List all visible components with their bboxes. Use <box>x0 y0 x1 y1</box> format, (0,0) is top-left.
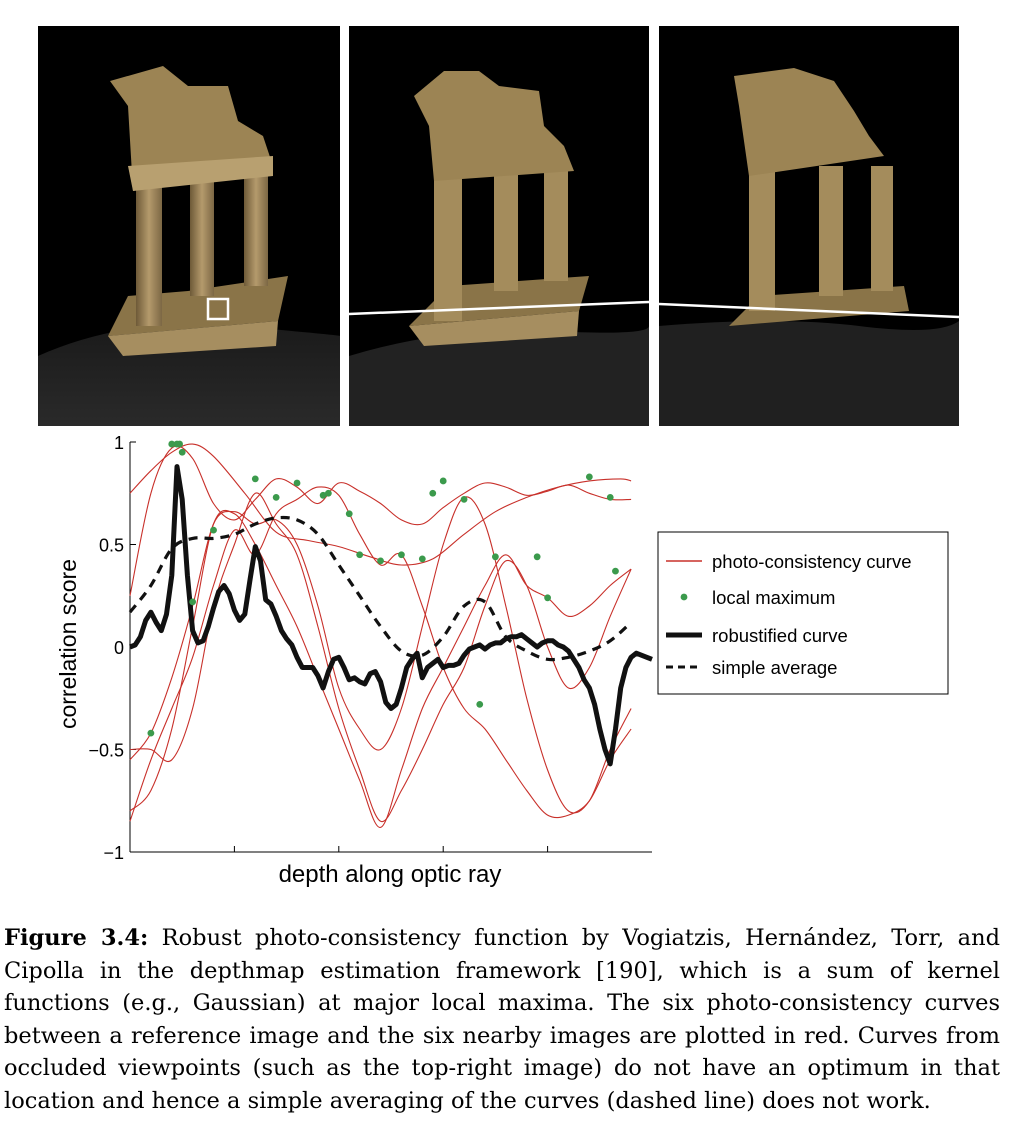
local-maximum-point <box>606 493 614 501</box>
local-maximum-point <box>460 496 468 503</box>
local-maximum-point <box>612 567 619 575</box>
local-maximum-point <box>356 551 364 559</box>
local-maximum-point <box>168 440 176 448</box>
figure-label: Figure 3.4: <box>4 925 149 951</box>
correlation-chart: −1 −0.5 0 0.5 1 correlation score depth alon… <box>0 426 1022 896</box>
local-maximum-point <box>176 440 183 448</box>
robustified-line <box>129 464 653 767</box>
occluded-view-photo <box>659 26 959 426</box>
photo-consistency-curve <box>129 486 632 822</box>
local-maximum-point <box>319 491 327 499</box>
legend-label: robustified curve <box>712 625 848 646</box>
photo-consistency-curve <box>129 492 632 822</box>
legend-swatch <box>680 593 688 601</box>
local-maximum-point <box>178 448 186 456</box>
y-tick-label: 1 <box>114 433 124 453</box>
local-maximum-point <box>377 557 384 565</box>
local-maximum-point <box>251 475 259 483</box>
epipolar-line <box>349 300 649 316</box>
local-maximum-point <box>533 553 541 561</box>
local-maxima <box>147 440 619 737</box>
y-tick-labels: −1 −0.5 0 0.5 1 <box>88 433 124 863</box>
local-maximum-point <box>345 510 353 518</box>
chart-legend: photo-consistency curve local maximum robu… <box>657 531 949 695</box>
local-maximum-point <box>429 489 437 497</box>
local-maximum-point <box>324 489 332 497</box>
y-tick-label: −1 <box>103 843 124 863</box>
local-maximum-point <box>585 473 593 481</box>
figure-caption: Figure 3.4: Robust photo-consistency fun… <box>4 922 1000 1117</box>
simple-average-line <box>128 515 633 662</box>
photo-consistency-curve <box>129 443 632 566</box>
local-maximum-point <box>418 555 426 563</box>
reference-view-photo <box>38 26 340 426</box>
local-maximum-point <box>439 477 447 485</box>
local-maximum-point <box>210 526 217 534</box>
local-maximum-point <box>398 551 405 559</box>
local-maximum-point <box>476 701 484 708</box>
simple-average-curve <box>128 515 633 662</box>
robustified-curve <box>129 464 653 767</box>
nearby-view-photo <box>349 26 649 426</box>
y-tick-label: 0 <box>114 638 124 658</box>
chart-axes <box>129 441 652 853</box>
local-maximum-point <box>293 479 301 487</box>
legend-label: photo-consistency curve <box>712 551 912 572</box>
epipolar-line <box>659 302 959 319</box>
photo-consistency-curve <box>129 496 632 814</box>
x-axis-label: depth along optic ray <box>279 861 502 888</box>
local-maximum-point <box>189 598 197 606</box>
y-tick-label: −0.5 <box>88 741 124 761</box>
local-maximum-point <box>272 493 280 501</box>
photo-consistency-curve <box>129 445 632 596</box>
local-maximum-point <box>544 594 551 602</box>
y-axis-label: correlation score <box>55 559 81 729</box>
caption-text: Robust photo-consistency function by Vog… <box>4 925 1000 1114</box>
local-maximum-point <box>147 729 155 737</box>
legend-label: simple average <box>712 657 837 678</box>
reference-patch-square <box>206 297 230 321</box>
legend-label: local maximum <box>712 587 835 608</box>
legend-box <box>657 531 949 695</box>
local-maximum-point <box>492 553 499 561</box>
y-tick-label: 0.5 <box>99 536 124 556</box>
